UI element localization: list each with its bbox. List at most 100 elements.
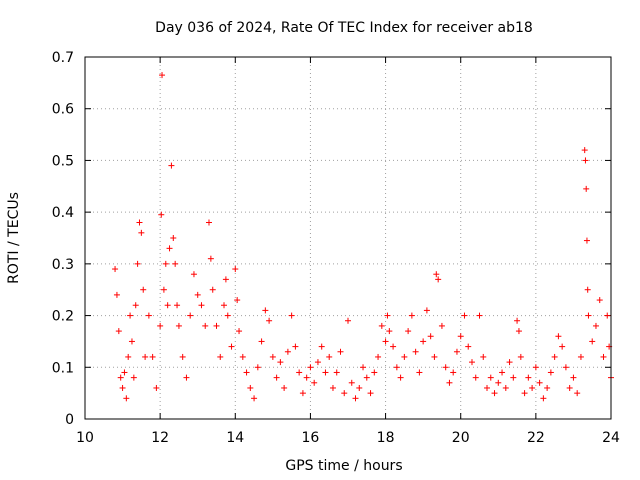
plot-frame (84, 56, 612, 420)
data-point (408, 312, 415, 319)
grid (85, 57, 611, 419)
data-point (547, 369, 554, 376)
data-point (583, 237, 590, 244)
y-axis-label: ROTI / TECUs (6, 192, 22, 284)
data-point (423, 307, 430, 314)
data-point (115, 328, 122, 335)
y-tick-label: 0.5 (52, 153, 74, 169)
data-point (529, 384, 536, 391)
data-point (222, 276, 229, 283)
data-point (532, 364, 539, 371)
data-point (521, 390, 528, 397)
data-point (209, 286, 216, 293)
data-point (442, 364, 449, 371)
data-point (487, 374, 494, 381)
data-point (525, 374, 532, 381)
data-point (465, 343, 472, 350)
data-point (157, 322, 164, 329)
data-point (592, 322, 599, 329)
axis-ticks (84, 56, 612, 420)
data-point (140, 286, 147, 293)
data-point (158, 211, 165, 218)
data-point (559, 343, 566, 350)
data-point (145, 312, 152, 319)
data-point (127, 312, 134, 319)
data-point (166, 245, 173, 252)
data-point (375, 353, 382, 360)
data-point (596, 297, 603, 304)
data-point (540, 395, 547, 402)
data-point (228, 343, 235, 350)
data-point (121, 369, 128, 376)
y-tick-label: 0.1 (52, 360, 74, 376)
data-point (472, 374, 479, 381)
data-point (217, 353, 224, 360)
data-point (585, 312, 592, 319)
data-point (117, 374, 124, 381)
data-point (132, 302, 139, 309)
data-point (194, 291, 201, 298)
data-point (356, 384, 363, 391)
data-point (551, 353, 558, 360)
data-point (288, 312, 295, 319)
tick-labels: 10 12 14 16 18 20 22 24 0 0.1 0.2 0.3 0.4 0.5 0.6 0.7 (52, 50, 620, 446)
data-point (348, 379, 355, 386)
data-point (510, 374, 517, 381)
y-tick-label: 0 (65, 412, 74, 428)
data-point (213, 322, 220, 329)
data-point (179, 353, 186, 360)
data-point (168, 162, 175, 169)
data-point (337, 348, 344, 355)
data-point (138, 229, 145, 236)
data-point (172, 260, 179, 267)
y-tick-label: 0.3 (52, 257, 74, 273)
data-point (401, 353, 408, 360)
data-point (570, 374, 577, 381)
data-point (420, 338, 427, 345)
data-point (393, 364, 400, 371)
data-point (416, 369, 423, 376)
data-point (284, 348, 291, 355)
data-point (128, 338, 135, 345)
x-tick-label: 20 (452, 430, 470, 446)
data-point (205, 219, 212, 226)
data-point (600, 353, 607, 360)
y-tick-label: 0.6 (52, 102, 74, 118)
data-point (329, 384, 336, 391)
data-point (292, 343, 299, 350)
data-point (574, 390, 581, 397)
chart-title: Day 036 of 2024, Rate Of TEC Index for r… (155, 20, 533, 36)
data-point (577, 353, 584, 360)
data-point (412, 348, 419, 355)
data-point (484, 384, 491, 391)
data-point (170, 235, 177, 241)
data-point (584, 286, 591, 293)
data-point (303, 374, 310, 381)
y-tick-label: 0.7 (52, 50, 74, 66)
data-point (153, 384, 160, 391)
data-point (555, 333, 562, 340)
data-point (119, 384, 126, 391)
data-point (123, 395, 130, 402)
data-point (435, 276, 442, 283)
data-point (318, 343, 325, 350)
data-point (468, 359, 475, 366)
data-point (162, 260, 169, 267)
data-point (164, 302, 171, 309)
data-point (495, 379, 502, 386)
data-point (224, 312, 231, 319)
data-point (446, 379, 453, 386)
x-tick-label: 10 (76, 430, 94, 446)
x-tick-label: 12 (151, 430, 169, 446)
data-point (480, 353, 487, 360)
data-points (112, 72, 614, 402)
data-point (384, 312, 391, 319)
x-tick-label: 14 (226, 430, 244, 446)
x-tick-label: 24 (602, 430, 620, 446)
data-point (333, 369, 340, 376)
data-point (202, 322, 209, 329)
data-point (311, 379, 318, 386)
data-point (566, 384, 573, 391)
data-point (604, 312, 611, 319)
